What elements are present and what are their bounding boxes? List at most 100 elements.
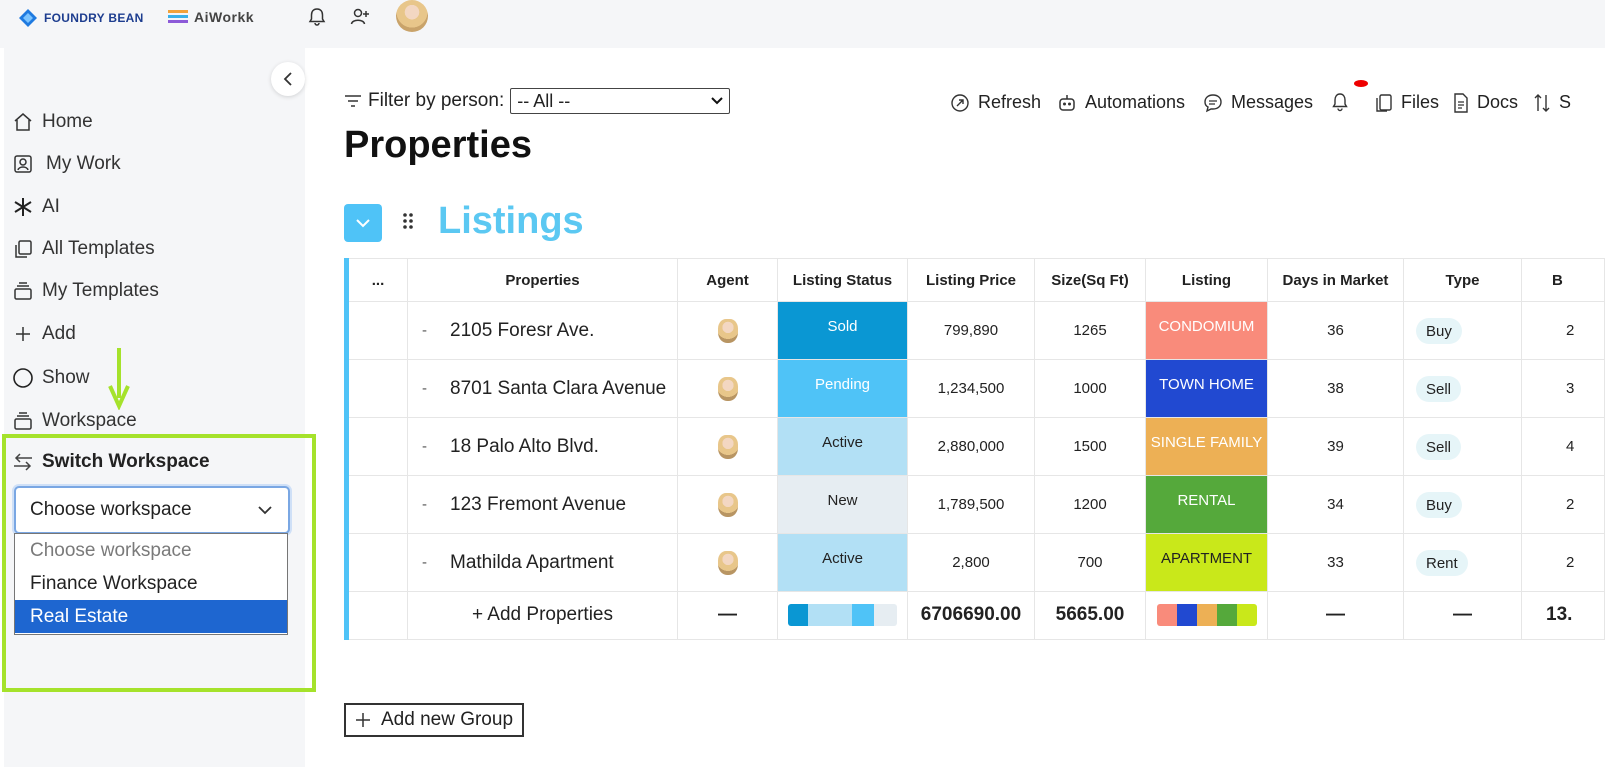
expand-toggle[interactable]: - (422, 438, 427, 455)
sidebar-item-my-work[interactable]: My Work (12, 153, 121, 175)
days-in-market-cell[interactable]: 33 (1268, 534, 1404, 592)
days-in-market-cell[interactable]: 38 (1268, 360, 1404, 418)
size-cell[interactable]: 1000 (1035, 360, 1146, 418)
listing-status-cell[interactable]: Active (778, 534, 908, 592)
refresh-button[interactable]: Refresh (950, 92, 1041, 113)
days-in-market-cell[interactable]: 36 (1268, 302, 1404, 360)
type-cell[interactable]: Sell (1404, 360, 1522, 418)
sidebar-item-add[interactable]: Add (12, 323, 76, 345)
property-cell[interactable]: - 2105 Foresr Ave. (408, 302, 678, 360)
sidebar-item-show[interactable]: Show (12, 367, 90, 389)
filter-person-select[interactable]: -- All -- (510, 88, 731, 114)
type-cell[interactable]: Rent (1404, 534, 1522, 592)
bell-icon[interactable] (306, 6, 328, 28)
sort-button[interactable]: S (1533, 92, 1571, 113)
table-row[interactable]: - 18 Palo Alto Blvd. Active 2,880,000 15… (349, 418, 1605, 476)
listing-price-cell[interactable]: 2,880,000 (908, 418, 1035, 476)
workspace-option-real-estate[interactable]: Real Estate (15, 600, 287, 633)
foundry-bean-logo[interactable]: FOUNDRY BEAN (18, 8, 144, 28)
size-cell[interactable]: 1500 (1035, 418, 1146, 476)
b-cell[interactable]: 4 (1522, 418, 1605, 476)
type-cell[interactable]: Buy (1404, 302, 1522, 360)
column-header-menu[interactable]: ... (349, 259, 408, 302)
column-header-listing[interactable]: Listing (1146, 259, 1268, 302)
add-new-group-button[interactable]: Add new Group (344, 703, 524, 737)
expand-toggle[interactable]: - (422, 380, 427, 397)
column-header-type[interactable]: Type (1404, 259, 1522, 302)
column-header-listing-status[interactable]: Listing Status (778, 259, 908, 302)
column-header-days-in-market[interactable]: Days in Market (1268, 259, 1404, 302)
expand-toggle[interactable]: - (422, 496, 427, 513)
workspace-select[interactable]: Choose workspace (14, 486, 290, 534)
table-row[interactable]: - 8701 Santa Clara Avenue Pending 1,234,… (349, 360, 1605, 418)
sidebar-item-home[interactable]: Home (12, 111, 93, 133)
messages-button[interactable]: Messages (1203, 92, 1313, 113)
expand-toggle[interactable]: - (422, 554, 427, 571)
agent-cell[interactable] (678, 534, 778, 592)
agent-cell[interactable] (678, 476, 778, 534)
listing-type-cell[interactable]: CONDOMIUM (1146, 302, 1268, 360)
row-menu-cell[interactable] (349, 360, 408, 418)
listing-status-cell[interactable]: Active (778, 418, 908, 476)
size-cell[interactable]: 1200 (1035, 476, 1146, 534)
notifications-button[interactable] (1330, 92, 1350, 112)
row-menu-cell[interactable] (349, 302, 408, 360)
group-collapse-button[interactable] (344, 204, 382, 242)
table-row[interactable]: - 123 Fremont Avenue New 1,789,500 1200 … (349, 476, 1605, 534)
aiworkk-logo[interactable]: AiWorkk (168, 8, 254, 26)
agent-cell[interactable] (678, 418, 778, 476)
listing-status-cell[interactable]: Sold (778, 302, 908, 360)
column-header-size[interactable]: Size(Sq Ft) (1035, 259, 1146, 302)
type-cell[interactable]: Sell (1404, 418, 1522, 476)
column-header-properties[interactable]: Properties (408, 259, 678, 302)
listing-status-cell[interactable]: New (778, 476, 908, 534)
sidebar-item-ai[interactable]: AI (12, 196, 60, 218)
type-cell[interactable]: Buy (1404, 476, 1522, 534)
property-cell[interactable]: - 8701 Santa Clara Avenue (408, 360, 678, 418)
add-user-icon[interactable] (349, 6, 371, 28)
b-cell[interactable]: 2 (1522, 534, 1605, 592)
column-header-agent[interactable]: Agent (678, 259, 778, 302)
row-menu-cell[interactable] (349, 534, 408, 592)
listing-type-cell[interactable]: SINGLE FAMILY (1146, 418, 1268, 476)
property-cell[interactable]: - 123 Fremont Avenue (408, 476, 678, 534)
listing-price-cell[interactable]: 1,234,500 (908, 360, 1035, 418)
workspace-option-finance[interactable]: Finance Workspace (30, 572, 198, 594)
agent-cell[interactable] (678, 360, 778, 418)
table-row[interactable]: - 2105 Foresr Ave. Sold 799,890 1265 CON… (349, 302, 1605, 360)
property-cell[interactable]: - Mathilda Apartment (408, 534, 678, 592)
listing-type-cell[interactable]: RENTAL (1146, 476, 1268, 534)
table-row[interactable]: - Mathilda Apartment Active 2,800 700 AP… (349, 534, 1605, 592)
b-cell[interactable]: 2 (1522, 476, 1605, 534)
column-header-listing-price[interactable]: Listing Price (908, 259, 1035, 302)
size-cell[interactable]: 700 (1035, 534, 1146, 592)
listing-price-cell[interactable]: 2,800 (908, 534, 1035, 592)
listing-status-cell[interactable]: Pending (778, 360, 908, 418)
agent-cell[interactable] (678, 302, 778, 360)
sidebar-item-my-templates[interactable]: My Templates (12, 280, 159, 302)
days-in-market-cell[interactable]: 39 (1268, 418, 1404, 476)
expand-toggle[interactable]: - (422, 322, 427, 339)
user-avatar[interactable] (396, 0, 428, 32)
collapse-sidebar-button[interactable] (271, 62, 305, 96)
sidebar-item-all-templates[interactable]: All Templates (12, 238, 155, 260)
group-title[interactable]: Listings (438, 200, 584, 242)
column-header-b[interactable]: B (1522, 259, 1605, 302)
listing-price-cell[interactable]: 1,789,500 (908, 476, 1035, 534)
add-properties-button[interactable]: + Add Properties (408, 590, 678, 640)
docs-button[interactable]: Docs (1453, 92, 1518, 113)
row-menu-cell[interactable] (349, 418, 408, 476)
automations-button[interactable]: Automations (1057, 92, 1185, 113)
b-cell[interactable]: 3 (1522, 360, 1605, 418)
listing-price-cell[interactable]: 799,890 (908, 302, 1035, 360)
listing-type-cell[interactable]: APARTMENT (1146, 534, 1268, 592)
workspace-option-placeholder[interactable]: Choose workspace (30, 539, 192, 561)
drag-handle-icon[interactable] (402, 212, 414, 230)
listing-type-cell[interactable]: TOWN HOME (1146, 360, 1268, 418)
sidebar-item-workspace[interactable]: Workspace (12, 410, 137, 432)
files-button[interactable]: Files (1375, 92, 1439, 113)
days-in-market-cell[interactable]: 34 (1268, 476, 1404, 534)
size-cell[interactable]: 1265 (1035, 302, 1146, 360)
row-menu-cell[interactable] (349, 476, 408, 534)
b-cell[interactable]: 2 (1522, 302, 1605, 360)
